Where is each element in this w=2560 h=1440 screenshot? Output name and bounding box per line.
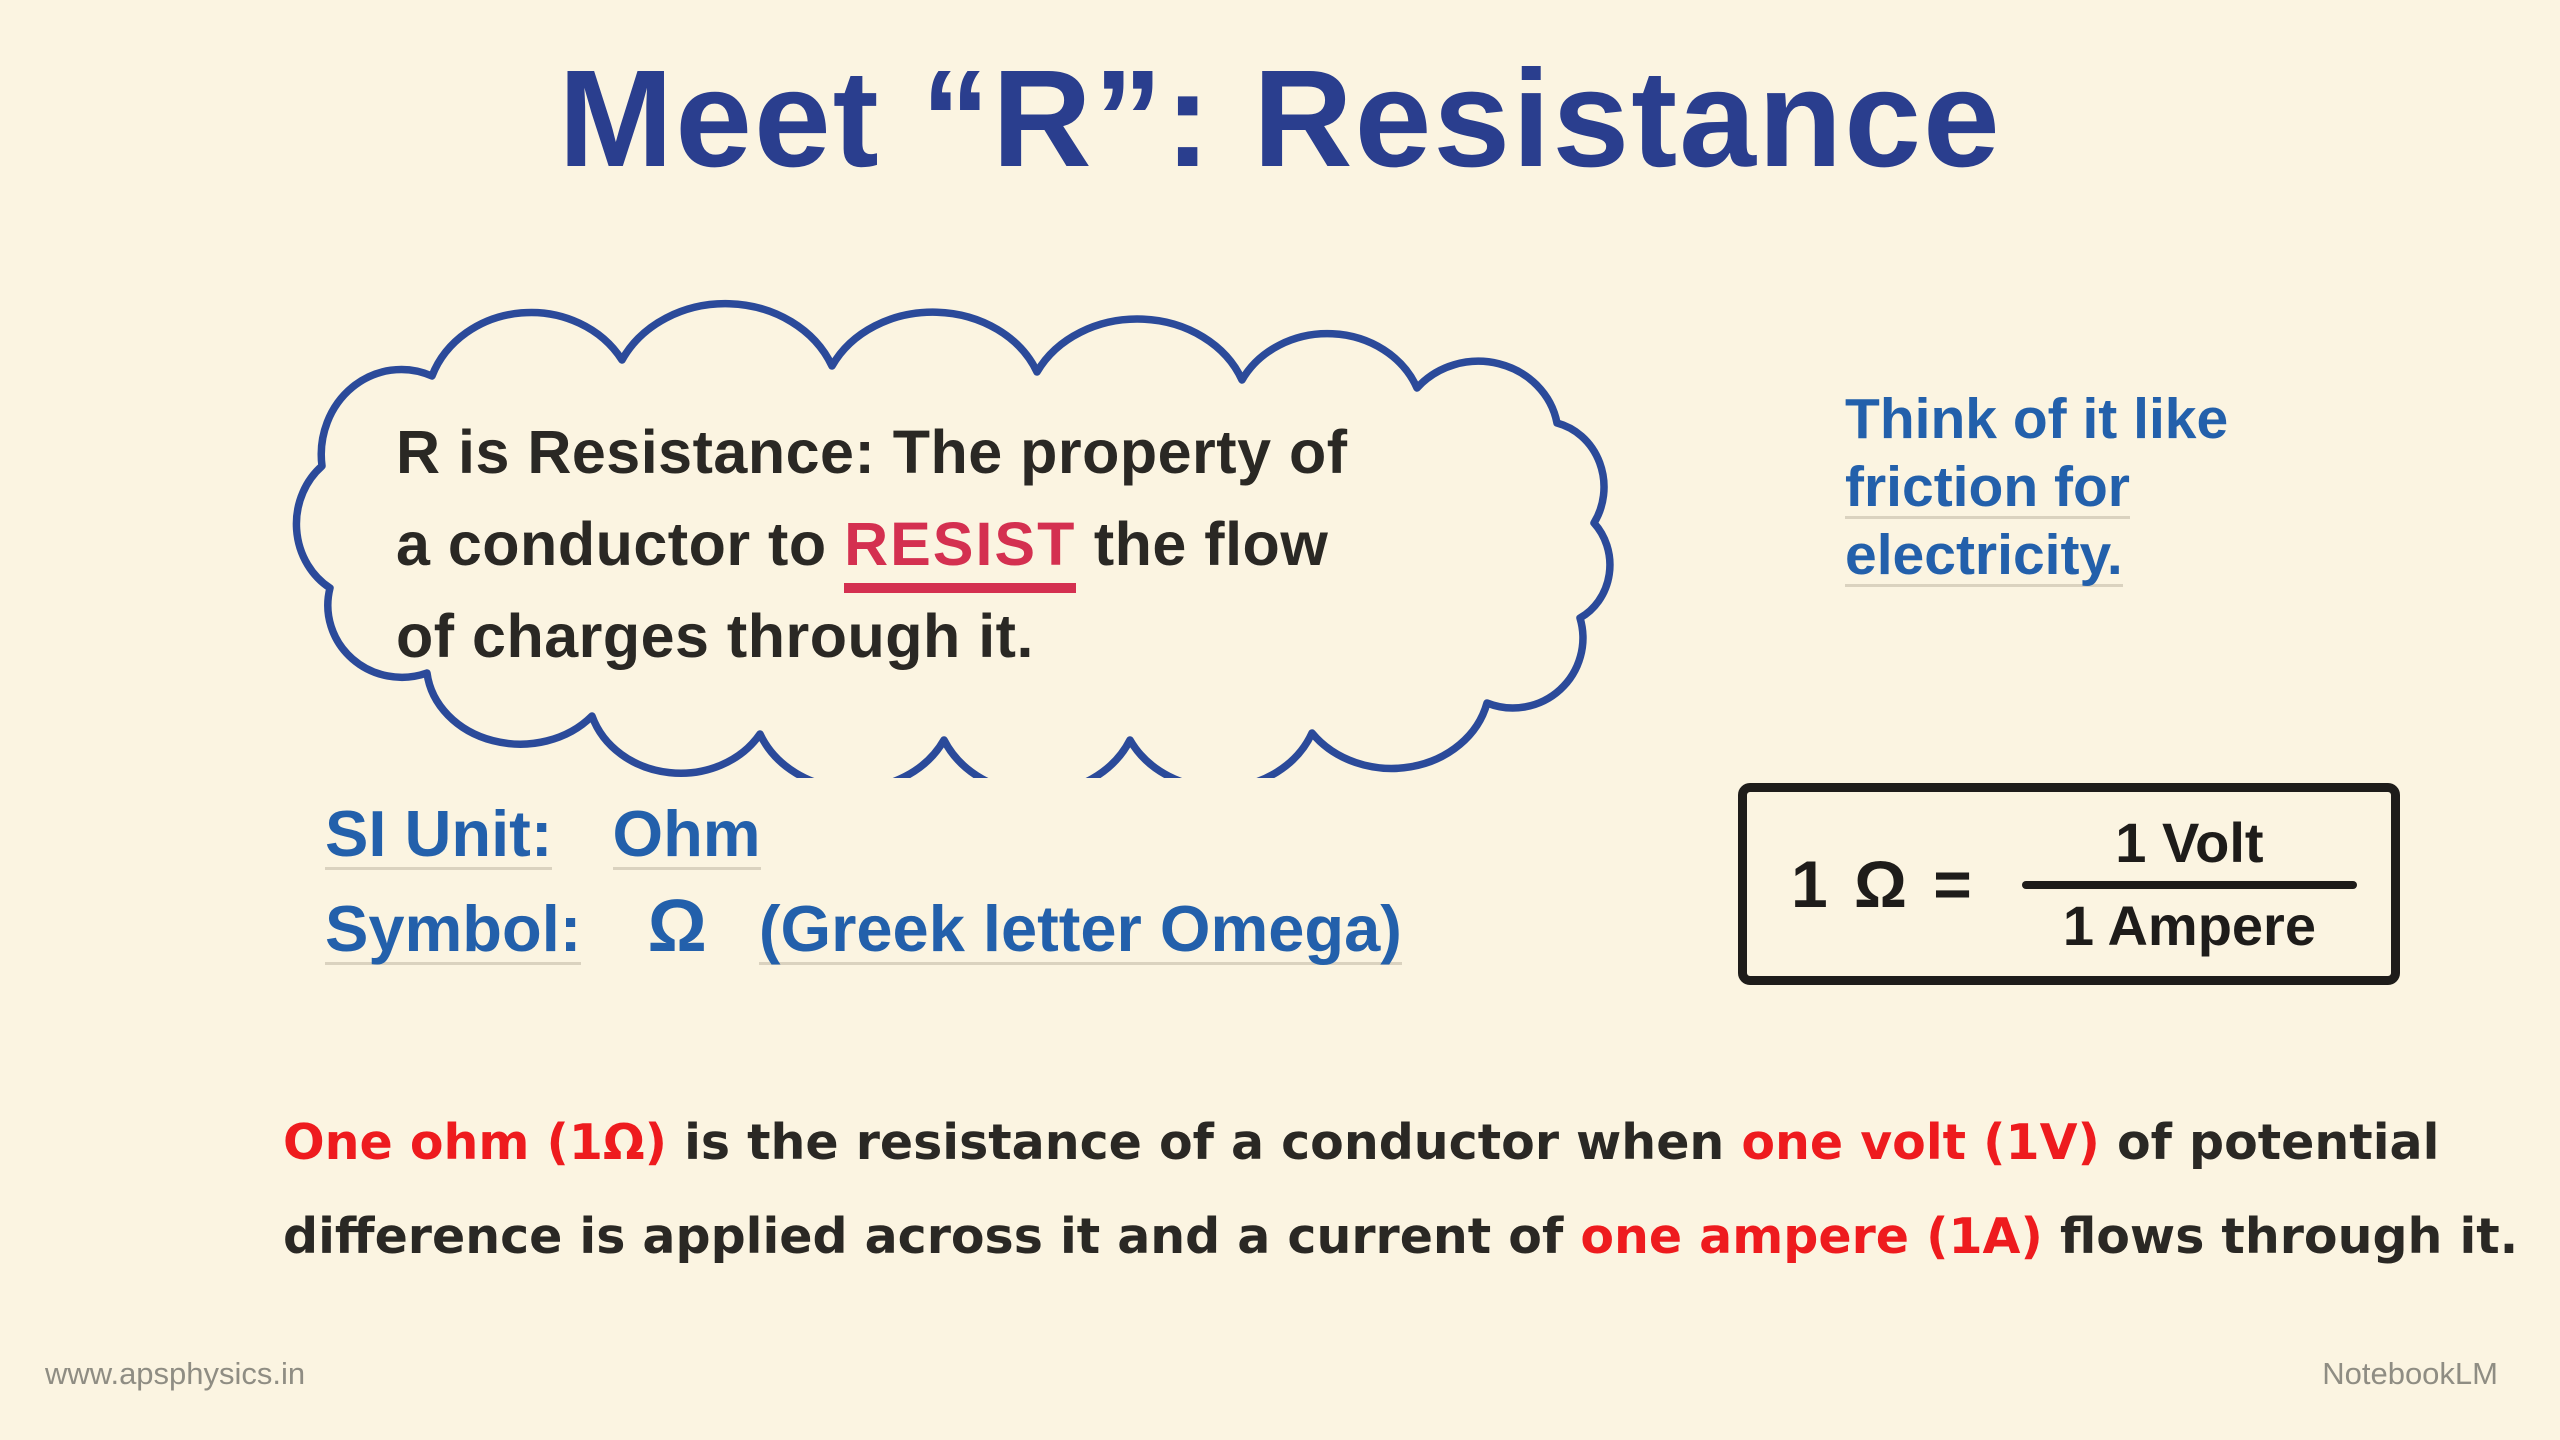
definition-red-ampere: one ampere (1A) — [1580, 1208, 2043, 1265]
side-note-line-3-text: electricity. — [1845, 523, 2123, 587]
side-note-line-2-text: friction for — [1845, 455, 2130, 519]
notebooklm-label: NotebookLM — [2322, 1356, 2498, 1391]
definition-line-1-text-b: of potential — [2116, 1114, 2440, 1171]
si-unit-value: Ohm — [612, 797, 761, 870]
cloud-line-1: R is Resistance: The property of — [396, 418, 1348, 486]
definition-line-2: difference is applied across it and a cu… — [283, 1190, 2518, 1284]
definition-line-2-text-b: flows through it. — [2059, 1208, 2519, 1265]
definition-red-ohm: One ohm (1Ω) — [283, 1114, 668, 1171]
fraction-denominator: 1 Ampere — [2062, 894, 2316, 957]
symbol-label: Symbol: — [325, 892, 582, 965]
side-note-line-3: electricity. — [1845, 521, 2228, 589]
side-note-line-1: Think of it like — [1845, 387, 2229, 451]
cloud-line-3: of charges through it. — [396, 602, 1034, 670]
symbol-value: Ω — [647, 884, 707, 967]
resist-highlight: RESIST — [844, 510, 1077, 593]
website-url: www.apsphysics.in — [45, 1356, 306, 1391]
fraction-bar — [2021, 881, 2357, 889]
fraction-numerator: 1 Volt — [2115, 811, 2264, 874]
definition-cloud: R is Resistance: The property of a condu… — [292, 288, 1622, 778]
formula-fraction: 1 Volt 1 Ampere — [2021, 810, 2357, 958]
page-title: Meet “R”: Resistance — [558, 42, 2002, 196]
definition-line-1: One ohm (1Ω) is the resistance of a cond… — [283, 1096, 2518, 1190]
cloud-text: R is Resistance: The property of a condu… — [396, 406, 1348, 682]
formula-lhs: 1 Ω = — [1791, 847, 1976, 921]
symbol-line: Symbol: Ω (Greek letter Omega) — [325, 880, 1402, 975]
definition-paragraph: One ohm (1Ω) is the resistance of a cond… — [283, 1096, 2518, 1284]
unit-info: SI Unit: Ohm Symbol: Ω (Greek letter Ome… — [325, 788, 1402, 975]
definition-red-volt: one volt (1V) — [1741, 1114, 2100, 1171]
cloud-line-2: a conductor to RESIST the flow — [396, 498, 1348, 593]
formula-box: 1 Ω = 1 Volt 1 Ampere — [1738, 783, 2400, 985]
cloud-line-2-post: the flow — [1093, 510, 1329, 578]
side-note-line-2: friction for — [1845, 453, 2228, 521]
definition-line-1-text-a: is the resistance of a conductor when — [684, 1114, 1725, 1171]
cloud-line-2-pre: a conductor to — [396, 510, 827, 578]
si-unit-line: SI Unit: Ohm — [325, 788, 1402, 880]
definition-line-2-text-a: difference is applied across it and a cu… — [283, 1208, 1564, 1265]
side-note: Think of it like friction for electricit… — [1845, 385, 2228, 589]
symbol-note: (Greek letter Omega) — [758, 892, 1402, 965]
si-unit-label: SI Unit: — [325, 797, 553, 870]
cloud-outline-icon — [292, 299, 1614, 778]
